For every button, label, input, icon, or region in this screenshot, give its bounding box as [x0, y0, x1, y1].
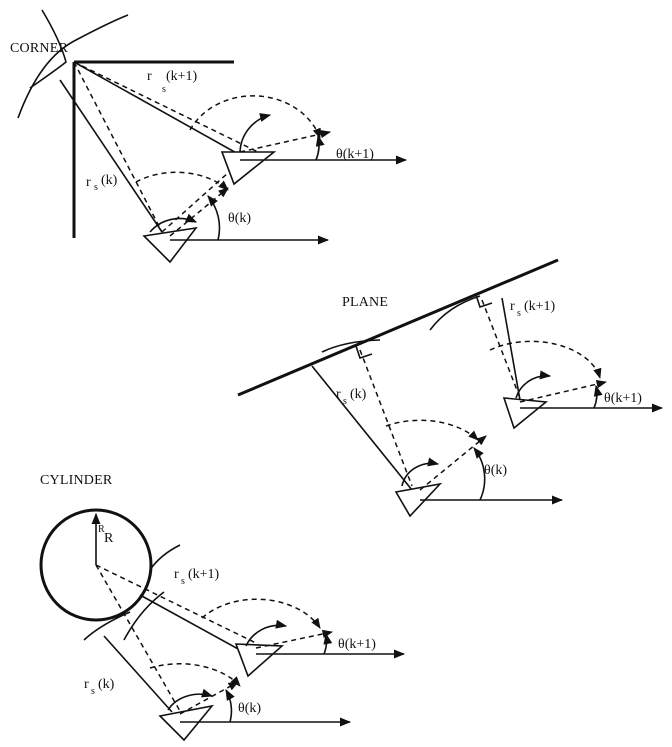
- svg-text:(k+1): (k+1): [166, 69, 198, 84]
- plane-perp-marker-k: [355, 345, 373, 360]
- cylinder-heading-k: [179, 681, 239, 715]
- corner-beam-arc-k1: [239, 113, 272, 153]
- cylinder-label-theta-k1: θ(k+1): [338, 637, 376, 652]
- corner-range-arc-outer: [17, 14, 129, 119]
- svg-text:s: s: [91, 686, 95, 697]
- svg-text:r: r: [174, 567, 179, 582]
- svg-text:r: r: [147, 69, 152, 84]
- plane-label-rs-k1: r s (k+1): [510, 299, 556, 319]
- corner-scan-arc-k: [135, 171, 229, 191]
- plane-wall: [237, 258, 559, 397]
- plane-label-rs-k: r s (k): [336, 387, 367, 407]
- svg-text:r: r: [510, 299, 515, 314]
- cylinder-range-line-k: [103, 635, 173, 713]
- corner-title: CORNER: [10, 41, 68, 56]
- plane-beam-arc-k1: [515, 370, 552, 399]
- corner-dashed-to-sensor-k: [73, 61, 163, 233]
- cylinder-sensor-k: [158, 704, 215, 742]
- corner-label-theta-k1: θ(k+1): [336, 147, 374, 162]
- cylinder-scan-arc-k: [149, 663, 241, 687]
- svg-text:s: s: [343, 396, 347, 407]
- corner-sensor-k1: [220, 151, 277, 186]
- cylinder-label-rs-k: r s (k): [84, 677, 115, 697]
- cylinder-beam-arc-k1: [245, 619, 288, 647]
- corner-label-rs-k: r s (k): [86, 173, 118, 193]
- cylinder-panel: CYLINDER R R r s (k: [39, 473, 406, 742]
- corner-sensor-k: [142, 226, 198, 264]
- cylinder-range-arc-k1: [149, 544, 181, 571]
- plane-label-theta-k: θ(k): [484, 463, 507, 478]
- plane-dashed-perp-k1: [481, 299, 521, 399]
- svg-text:(k+1): (k+1): [188, 567, 220, 582]
- cylinder-radius-label: R R: [98, 524, 114, 546]
- cylinder-dashed-to-sensor-k: [95, 564, 185, 719]
- cylinder-range-arc-k: [83, 611, 131, 641]
- cylinder-range-arc-mid: [123, 591, 165, 641]
- corner-range-line-k1: [73, 61, 241, 156]
- svg-text:R: R: [104, 531, 114, 546]
- svg-text:s: s: [162, 84, 166, 95]
- svg-text:s: s: [94, 182, 98, 193]
- svg-text:s: s: [181, 576, 185, 587]
- svg-text:(k): (k): [350, 387, 367, 402]
- plane-beam-arc-k: [401, 457, 440, 487]
- svg-text:R: R: [98, 524, 105, 535]
- plane-perp-marker-k1: [475, 294, 493, 309]
- plane-range-arc-k: [321, 339, 381, 353]
- plane-title: PLANE: [342, 295, 388, 310]
- plane-range-line-k1: [501, 297, 521, 401]
- plane-dashed-perp-k: [359, 349, 413, 487]
- cylinder-label-theta-k: θ(k): [238, 701, 261, 716]
- plane-heading-k1: [519, 380, 608, 403]
- corner-dashed-to-sensor-k1: [73, 61, 259, 153]
- plane-range-line-k: [311, 365, 413, 491]
- corner-label-theta-k: θ(k): [228, 211, 251, 226]
- corner-label-rs-k1: r s (k+1): [147, 69, 198, 95]
- plane-panel: PLANE r s (k+1) θ(k+1): [237, 258, 664, 518]
- cylinder-theta-arc-k: [225, 689, 235, 723]
- cylinder-theta-arc-k1: [323, 632, 333, 655]
- plane-scan-arc-k1: [489, 340, 602, 380]
- plane-theta-arc-k1: [593, 384, 603, 409]
- corner-heading-k1: [239, 129, 332, 153]
- cylinder-scan-arc-k1: [201, 598, 321, 629]
- corner-range-arc-inner: [29, 9, 67, 89]
- svg-text:s: s: [517, 308, 521, 319]
- corner-range-line-k: [59, 79, 163, 233]
- plane-label-theta-k1: θ(k+1): [604, 391, 642, 406]
- svg-text:(k): (k): [101, 173, 118, 188]
- cylinder-heading-k1: [255, 629, 334, 649]
- cylinder-range-line-k1: [139, 594, 241, 651]
- corner-theta-arc-k: [207, 195, 221, 241]
- svg-text:(k+1): (k+1): [524, 299, 556, 314]
- plane-theta-arc-k: [473, 447, 486, 501]
- cylinder-label-rs-k1: r s (k+1): [174, 567, 220, 587]
- svg-text:(k): (k): [98, 677, 115, 692]
- svg-text:r: r: [84, 677, 89, 692]
- plane-scan-arc-k: [385, 419, 479, 441]
- cylinder-beam-arc-k: [167, 688, 214, 711]
- cylinder-title: CYLINDER: [40, 473, 113, 488]
- corner-scan-arc-k1: [189, 95, 321, 139]
- corner-heading-k: [169, 187, 229, 237]
- cylinder-circle: [39, 508, 153, 622]
- corner-beam-arc-k: [149, 213, 198, 233]
- svg-text:r: r: [86, 175, 91, 190]
- cylinder-sensor-k1: [234, 643, 285, 678]
- cylinder-dashed-to-sensor-k1: [95, 564, 259, 645]
- corner-theta-arc-k1: [315, 134, 325, 161]
- plane-range-arc-k1: [429, 295, 481, 331]
- plane-sensor-k1: [502, 397, 549, 430]
- corner-panel: CORNER r s (k+1): [10, 9, 408, 264]
- svg-text:r: r: [336, 387, 341, 402]
